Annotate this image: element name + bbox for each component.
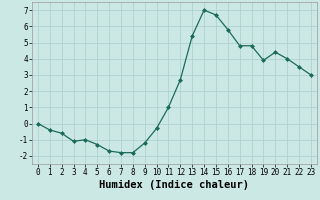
X-axis label: Humidex (Indice chaleur): Humidex (Indice chaleur) — [100, 180, 249, 190]
